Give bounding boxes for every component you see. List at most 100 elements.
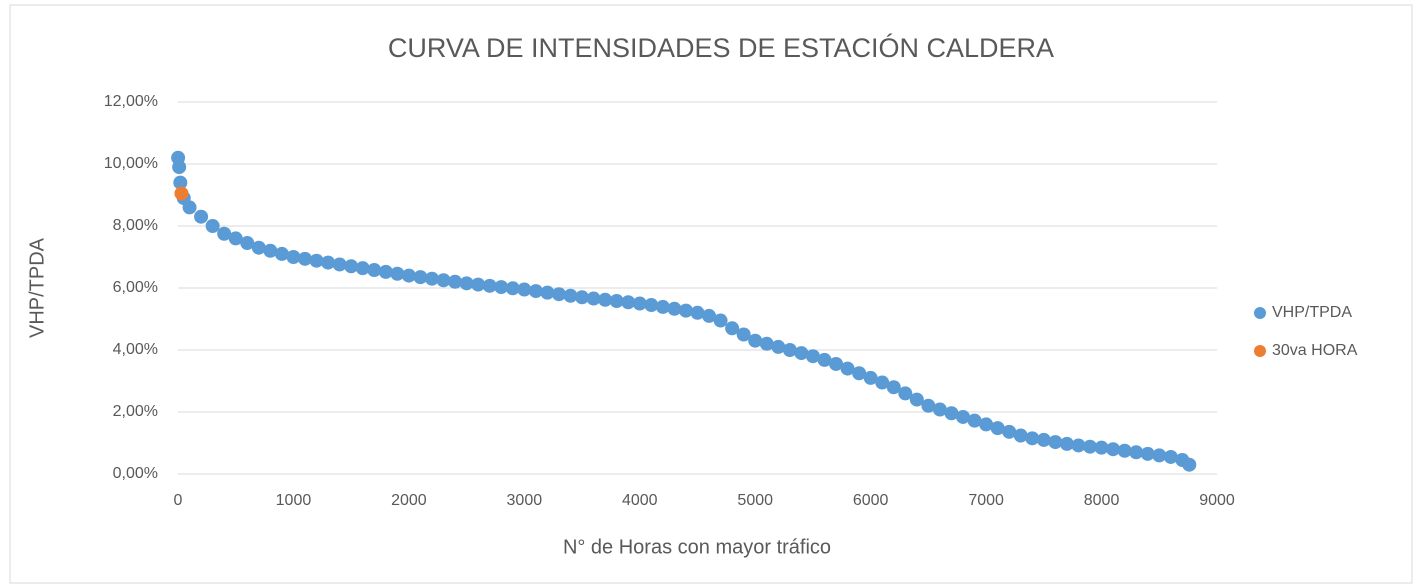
data-point xyxy=(1140,446,1155,461)
data-point xyxy=(1048,435,1063,450)
y-tick-label: 0,00% xyxy=(113,465,158,482)
data-point xyxy=(990,421,1005,436)
data-point xyxy=(355,261,370,276)
x-axis-title: N° de Horas con mayor tráfico xyxy=(563,536,831,558)
data-point xyxy=(644,298,659,313)
data-point xyxy=(932,402,947,417)
x-tick-label: 4000 xyxy=(622,492,658,509)
data-point xyxy=(1163,449,1178,464)
data-point xyxy=(413,270,428,285)
data-point xyxy=(194,209,209,224)
legend-marker xyxy=(1254,345,1266,357)
data-point xyxy=(586,291,601,306)
x-tick-label: 2000 xyxy=(391,492,427,509)
data-point xyxy=(829,356,844,371)
data-point xyxy=(459,276,474,291)
data-point xyxy=(805,349,820,364)
y-tick-label: 2,00% xyxy=(113,403,158,420)
data-point xyxy=(1013,428,1028,443)
data-point xyxy=(1094,440,1109,455)
data-point xyxy=(1182,457,1197,472)
chart-border xyxy=(9,4,1413,584)
data-point xyxy=(251,240,266,255)
data-point xyxy=(540,285,555,300)
data-point xyxy=(898,386,913,401)
data-point xyxy=(321,255,336,270)
data-point xyxy=(817,352,832,367)
data-point xyxy=(852,366,867,381)
x-tick-label: 3000 xyxy=(507,492,543,509)
data-point xyxy=(274,246,289,261)
data-point xyxy=(174,186,189,201)
data-point xyxy=(713,313,728,328)
x-tick-label: 6000 xyxy=(853,492,889,509)
data-point xyxy=(575,290,590,305)
x-tick-label: 9000 xyxy=(1199,492,1235,509)
data-point xyxy=(228,231,243,246)
data-point xyxy=(748,333,763,348)
data-point xyxy=(1059,436,1074,451)
data-point xyxy=(702,308,717,323)
data-point xyxy=(944,406,959,421)
data-point xyxy=(1002,424,1017,439)
data-point xyxy=(621,295,636,310)
data-point xyxy=(678,303,693,318)
data-point xyxy=(309,253,324,268)
data-point xyxy=(172,160,187,175)
data-point xyxy=(482,278,497,293)
data-point xyxy=(286,250,301,264)
x-tick-label: 0 xyxy=(174,492,183,509)
data-point xyxy=(263,243,278,258)
data-point xyxy=(1152,448,1167,463)
data-point xyxy=(217,226,232,241)
y-tick-label: 10,00% xyxy=(104,155,158,172)
data-point xyxy=(979,417,994,432)
data-point xyxy=(401,268,416,283)
data-point xyxy=(655,299,670,314)
data-point xyxy=(344,259,359,274)
x-tick-label: 5000 xyxy=(737,492,773,509)
data-point xyxy=(1071,438,1086,453)
y-tick-label: 6,00% xyxy=(113,279,158,296)
data-point xyxy=(240,236,255,251)
data-point xyxy=(173,175,188,190)
data-point xyxy=(1025,431,1040,446)
data-point xyxy=(956,409,971,424)
data-point xyxy=(1036,432,1051,447)
data-point xyxy=(505,281,520,296)
data-point xyxy=(1083,439,1098,454)
data-point xyxy=(771,339,786,354)
data-point xyxy=(725,321,740,336)
y-tick-label: 4,00% xyxy=(113,341,158,358)
chart-title: CURVA DE INTENSIDADES DE ESTACIÓN CALDER… xyxy=(388,32,1054,63)
data-point xyxy=(494,280,509,295)
data-point xyxy=(921,398,936,413)
data-point xyxy=(367,263,382,278)
data-point xyxy=(182,200,197,215)
data-point xyxy=(1129,445,1144,460)
legend-label: VHP/TPDA xyxy=(1272,304,1352,321)
data-point xyxy=(840,361,855,376)
data-point xyxy=(886,380,901,395)
data-point xyxy=(551,287,566,302)
data-point xyxy=(875,375,890,390)
data-point xyxy=(967,413,982,428)
y-tick-label: 8,00% xyxy=(113,217,158,234)
data-point xyxy=(517,282,532,297)
data-point xyxy=(794,346,809,361)
data-point xyxy=(609,294,624,309)
data-point xyxy=(471,277,486,292)
data-point xyxy=(667,301,682,316)
x-tick-label: 8000 xyxy=(1084,492,1120,509)
data-point xyxy=(528,284,543,299)
data-point xyxy=(736,327,751,342)
data-point xyxy=(690,305,705,320)
data-point xyxy=(863,370,878,385)
data-point xyxy=(448,274,463,289)
y-axis-title: VHP/TPDA xyxy=(26,237,48,338)
data-point xyxy=(563,288,578,303)
data-point xyxy=(909,392,924,407)
data-point xyxy=(424,271,439,286)
data-point xyxy=(759,336,774,351)
